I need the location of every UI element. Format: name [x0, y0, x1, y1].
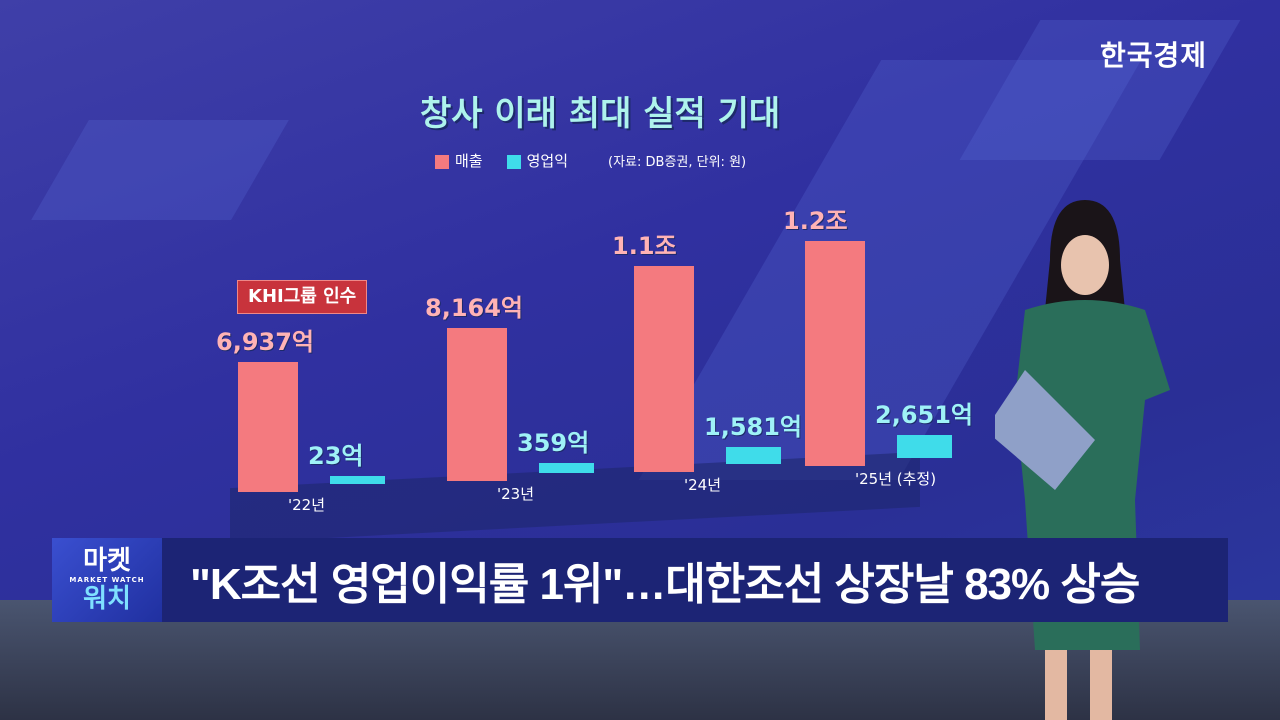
headline: "K조선 영업이익률 1위"…대한조선 상장날 83% 상승: [190, 560, 1140, 609]
news-ticker: 마켓 MARKET WATCH 워치 "K조선 영업이익률 1위"…대한조선 상…: [52, 538, 1228, 622]
broadcaster-logo: 한국경제: [1100, 39, 1208, 72]
chart-legend: 매출 영업익 (자료: DB증권, 단위: 원): [435, 150, 746, 171]
bar-operating-profit: [330, 475, 385, 484]
bar-operating-profit: [726, 446, 781, 464]
data-label: 8,164억: [425, 293, 523, 322]
background-shape: [31, 120, 289, 220]
program-logo: 마켓 MARKET WATCH 워치: [52, 538, 162, 622]
chart-annotation: KHI그룹 인수: [237, 280, 368, 314]
x-tick-label: '22년: [288, 496, 326, 514]
data-label: 2,651억: [875, 400, 973, 429]
presenter: [995, 200, 1170, 720]
legend-operating-profit: 영업익: [506, 150, 568, 171]
x-tick-label: '25년 (추정): [855, 470, 937, 488]
x-tick-label: '23년: [497, 485, 535, 503]
bar-operating-profit: [539, 462, 594, 473]
source-note: (자료: DB증권, 단위: 원): [608, 155, 747, 170]
data-label: 23억: [308, 441, 364, 470]
data-label: 1.1조: [612, 231, 677, 260]
chart-title: 창사 이래 최대 실적 기대: [420, 94, 781, 134]
data-label: 359억: [517, 428, 590, 457]
data-label: 1.2조: [783, 207, 848, 235]
bar-revenue: [805, 241, 865, 466]
bar-operating-profit: [897, 434, 952, 458]
bar-revenue: [238, 361, 298, 492]
data-label: 1,581억: [704, 412, 802, 441]
legend-revenue: 매출: [435, 150, 483, 171]
bar-revenue: [634, 265, 694, 472]
bar-revenue: [447, 327, 507, 481]
data-label: 6,937억: [216, 327, 314, 356]
x-tick-label: '24년: [684, 476, 722, 494]
